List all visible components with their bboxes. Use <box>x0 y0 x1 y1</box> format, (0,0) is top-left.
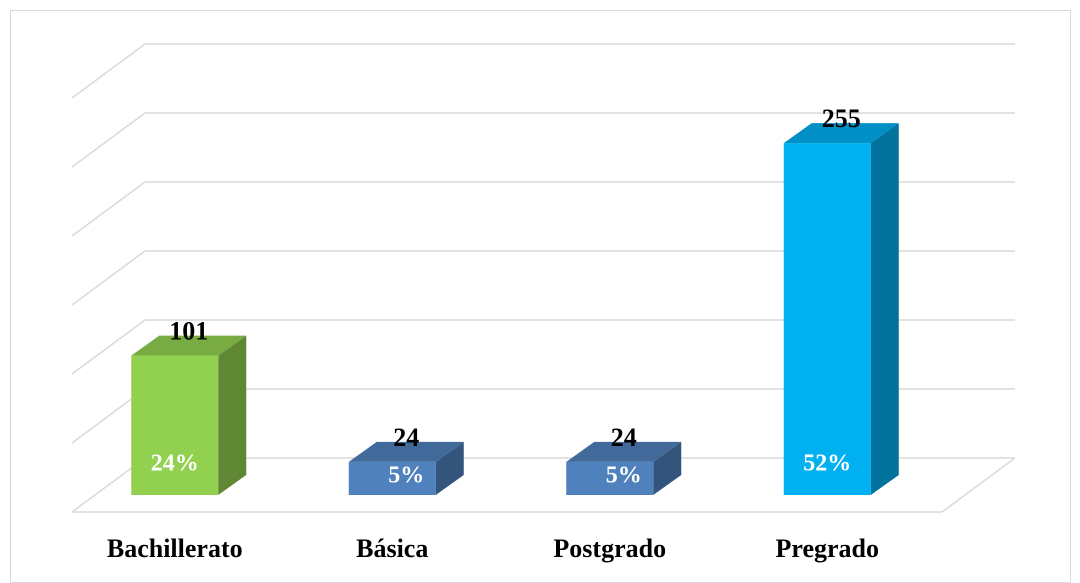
bar-side <box>653 441 682 495</box>
value-label: 24 <box>393 423 419 452</box>
value-label: 255 <box>822 104 861 133</box>
percent-label: 24% <box>151 451 199 477</box>
percent-label: 5% <box>606 463 642 489</box>
grid-line <box>71 112 146 168</box>
bar-side <box>435 441 464 495</box>
bar-side <box>218 335 247 495</box>
bar-side <box>870 123 899 495</box>
grid-line <box>71 319 146 375</box>
percent-label: 52% <box>803 451 851 477</box>
bar-top <box>348 441 464 462</box>
bar-top <box>566 441 682 462</box>
value-label: 101 <box>169 317 208 346</box>
grid-line <box>71 181 146 237</box>
chart-border <box>10 10 1071 583</box>
percent-label: 5% <box>388 463 424 489</box>
bar <box>131 355 219 495</box>
floor-edge <box>941 457 1016 513</box>
bar-top <box>783 123 899 144</box>
bar <box>566 461 654 495</box>
x-tick-label: Postgrado <box>553 534 666 563</box>
x-tick-label: Bachillerato <box>107 534 243 563</box>
x-tick-label: Básica <box>356 534 428 563</box>
bar-top <box>131 335 247 356</box>
grid-line <box>71 250 146 306</box>
value-label: 24 <box>611 423 637 452</box>
x-tick-label: Pregrado <box>776 534 880 563</box>
bar <box>348 461 436 495</box>
grid-line <box>71 43 146 99</box>
bar <box>783 143 871 495</box>
